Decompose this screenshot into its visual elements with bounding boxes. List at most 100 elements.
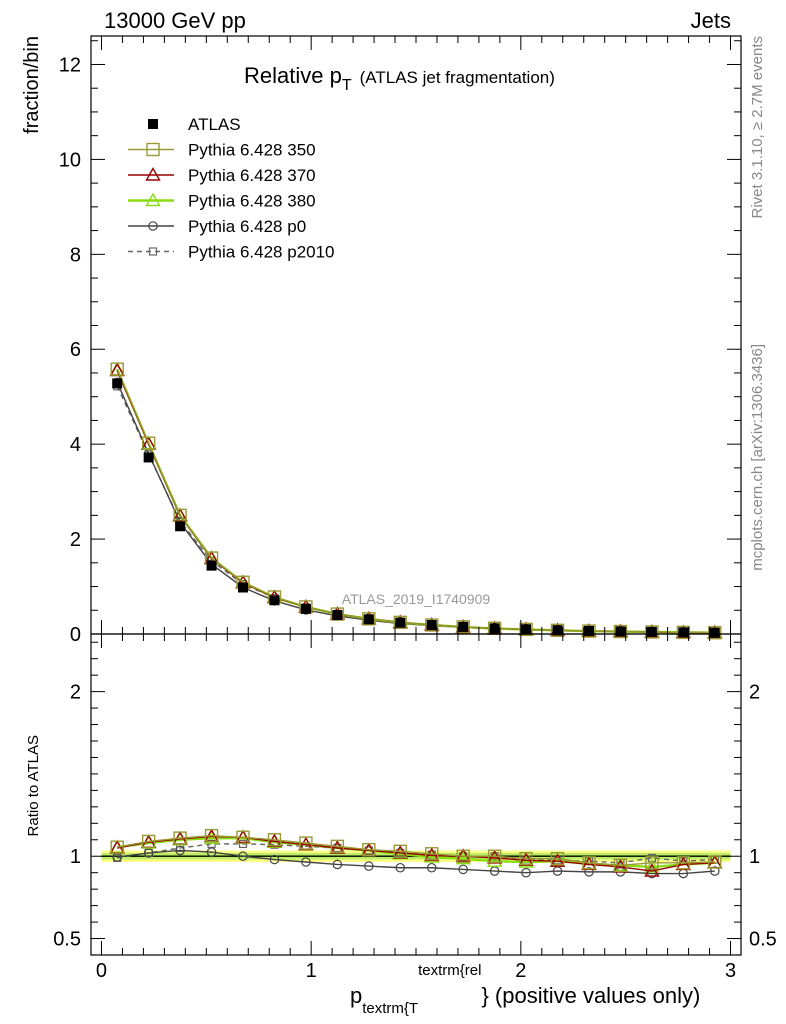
ratio-point-p350-9 — [393, 844, 407, 858]
main-ytick-label: 2 — [70, 529, 81, 551]
main-point-atlas-12 — [489, 623, 500, 634]
main-point-atlas-9 — [395, 617, 406, 628]
legend-label-p0: Pythia 6.428 p0 — [188, 217, 306, 236]
ratio-point-p0-3 — [206, 847, 217, 857]
main-point-atlas-3 — [206, 560, 217, 571]
ratio-ytick-label-right: 2 — [749, 682, 760, 704]
main-point-p350-8 — [362, 612, 376, 626]
ratio-point-p380-17 — [644, 859, 660, 873]
ratio-point-p0-10 — [426, 862, 437, 873]
ratio-point-p380-13 — [518, 854, 534, 868]
main-ytick-label: 12 — [59, 54, 81, 76]
main-ytick-label: 8 — [70, 244, 81, 266]
ratio-panel-layer — [109, 828, 723, 879]
ratio-point-p350-18 — [676, 856, 691, 870]
main-point-p350-15 — [582, 624, 596, 638]
main-point-atlas-14 — [552, 625, 563, 636]
x-tick-label: 3 — [725, 960, 736, 982]
title-main: Relative p — [244, 63, 342, 88]
ratio-point-p0-9 — [395, 862, 406, 873]
ratio-point-p350-17 — [645, 856, 659, 870]
ratio-ytick-label-left: 2 — [70, 682, 81, 704]
main-point-p350-11 — [456, 620, 470, 634]
ratio-point-p350-19 — [708, 855, 722, 869]
header-right: Jets — [691, 8, 731, 33]
ratio-point-p0-4 — [238, 851, 248, 862]
ratio-point-p380-10 — [424, 849, 440, 863]
header-left: 13000 GeV pp — [104, 8, 246, 33]
main-point-p350-18 — [676, 625, 691, 640]
main-point-atlas-7 — [332, 610, 343, 621]
main-ytick-label: 6 — [70, 339, 81, 361]
ratio-point-p350-7 — [330, 839, 345, 854]
ratio-point-p350-15 — [582, 856, 596, 870]
ratio-point-p0-11 — [458, 864, 468, 875]
main-point-atlas-15 — [583, 625, 594, 636]
ratio-point-p350-4 — [236, 830, 250, 844]
legend-item-pythia-6-428-p2010: Pythia 6.428 p2010 — [128, 243, 335, 262]
ratio-ytick-label-right: 0.5 — [749, 929, 777, 951]
x-tick-label: 1 — [306, 960, 317, 982]
ratio-line-pythia-6-428-350 — [117, 834, 715, 866]
ratio-ytick-label-left: 1 — [70, 846, 81, 868]
main-point-p350-13 — [519, 622, 533, 637]
x-tick-label: 2 — [515, 960, 526, 982]
ratio-point-p350-2 — [173, 831, 187, 845]
legend-label-atlas: ATLAS — [188, 115, 241, 134]
ratio-point-p0-7 — [332, 859, 343, 870]
main-line-pythia-6-428-350 — [116, 368, 715, 634]
ratio-point-p380-12 — [486, 853, 503, 867]
main-point-p350-19 — [708, 626, 722, 640]
main-ylabel: fraction/bin — [21, 36, 43, 134]
title-sub: T — [342, 77, 352, 94]
main-ytick-label: 10 — [59, 149, 81, 171]
legend-item-pythia-6-428-370: Pythia 6.428 370 — [128, 166, 316, 185]
ratio-point-p0-19 — [709, 866, 720, 876]
main-point-atlas-11 — [458, 621, 469, 632]
ratio-point-p350-16 — [613, 858, 628, 872]
legend-marker-p2010 — [148, 247, 158, 256]
main-point-atlas-5 — [269, 595, 280, 606]
ratio-point-p350-10 — [425, 847, 439, 861]
xlabel-sup: textrm{rel — [418, 962, 481, 979]
ratio-point-p0-8 — [364, 861, 374, 871]
legend-item-pythia-6-428-350: Pythia 6.428 350 — [128, 141, 316, 160]
main-point-p350-14 — [550, 623, 565, 637]
side-label-rivet: Rivet 3.1.10, ≥ 2.7M events — [749, 36, 766, 219]
main-series-atlas — [112, 378, 720, 638]
ratio-point-p350-0 — [110, 840, 124, 854]
x-axis-label: ptextrm{T textrm{rel} (positive values on… — [350, 962, 700, 1017]
ratio-point-p0-2 — [175, 845, 185, 856]
x-tick-label: 0 — [96, 960, 107, 982]
legend-marker-p350 — [146, 142, 160, 157]
ratio-point-p350-13 — [519, 852, 533, 866]
main-point-atlas-13 — [521, 624, 532, 635]
ratio-point-p0-15 — [584, 867, 594, 877]
main-point-atlas-4 — [238, 582, 249, 593]
ratio-point-p350-14 — [550, 852, 565, 866]
main-panel-layer — [109, 361, 723, 640]
main-point-atlas-2 — [175, 521, 186, 532]
legend-label-p370: Pythia 6.428 370 — [188, 166, 316, 185]
ratio-plot-frame — [90, 633, 742, 956]
legend-item-pythia-6-428-p0: Pythia 6.428 p0 — [128, 217, 306, 236]
main-point-p350-16 — [613, 624, 628, 639]
analysis-id: ATLAS_2019_I1740909 — [342, 591, 491, 607]
ratio-point-p350-12 — [487, 849, 502, 863]
ratio-point-p350-5 — [267, 833, 282, 847]
main-ytick-label: 4 — [70, 434, 81, 456]
legend-label-p2010: Pythia 6.428 p2010 — [188, 243, 335, 262]
legend-label-p380: Pythia 6.428 380 — [188, 192, 316, 211]
main-point-atlas-6 — [300, 603, 311, 614]
xlabel-p: p — [350, 983, 362, 1008]
main-point-p350-10 — [425, 618, 439, 632]
ratio-ytick-label-left: 0.5 — [53, 929, 81, 951]
legend-label-p350: Pythia 6.428 350 — [188, 141, 316, 160]
ratio-point-p0-5 — [269, 854, 280, 865]
legend-marker-p0 — [148, 221, 158, 231]
legend-marker-p380 — [145, 192, 161, 207]
ratio-point-p370-17 — [644, 863, 660, 877]
main-ytick-label: 0 — [70, 624, 81, 646]
main-point-p350-1 — [141, 436, 156, 450]
main-point-atlas-0 — [112, 378, 123, 389]
